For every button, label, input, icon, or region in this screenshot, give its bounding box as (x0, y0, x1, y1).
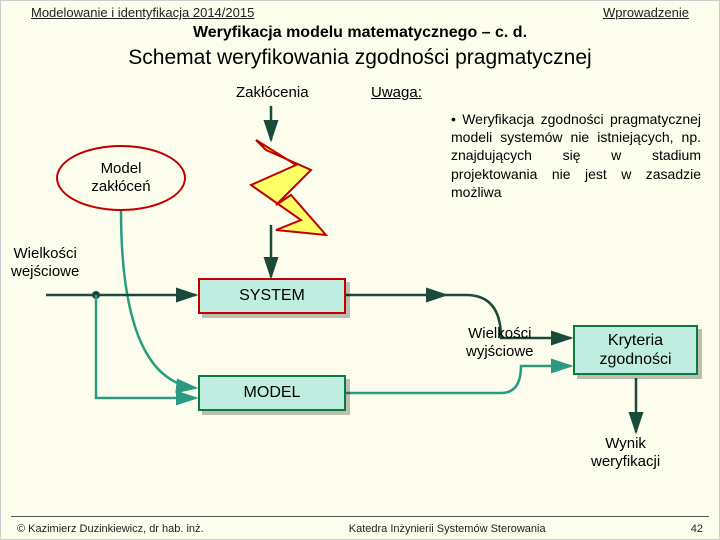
footer-left: © Kazimierz Duzinkiewicz, dr hab. inż. (17, 523, 204, 535)
box-model-text: MODEL (244, 383, 301, 402)
note-body: Weryfikacja zgodności pragmatycznej mode… (451, 111, 701, 200)
footer: © Kazimierz Duzinkiewicz, dr hab. inż. K… (1, 523, 719, 535)
box-criteria-text: Kryteria zgodności (599, 331, 671, 369)
box-model: MODEL (198, 375, 346, 411)
header-left: Modelowanie i identyfikacja 2014/2015 (31, 5, 254, 20)
main-title: Schemat weryfikowania zgodności pragmaty… (1, 46, 719, 70)
header: Modelowanie i identyfikacja 2014/2015 Wp… (1, 1, 719, 20)
footer-divider (11, 516, 709, 517)
label-inputs: Wielkości wejściowe (11, 245, 79, 281)
label-result: Wynik weryfikacji (591, 435, 660, 471)
box-system: SYSTEM (198, 278, 346, 314)
subtitle: Weryfikacja modelu matematycznego – c. d… (1, 24, 719, 42)
diagram-area: Zakłócenia Uwaga: Model zakłóceń Wielkoś… (1, 70, 720, 500)
box-system-text: SYSTEM (239, 286, 305, 305)
note-bullet: • (451, 111, 456, 127)
label-attention: Uwaga: (371, 84, 422, 102)
footer-center: Katedra Inżynierii Systemów Sterowania (349, 523, 546, 535)
box-criteria: Kryteria zgodności (573, 325, 698, 375)
note-text: • Weryfikacja zgodności pragmatycznej mo… (451, 110, 701, 201)
label-outputs: Wielkości wyjściowe (466, 325, 534, 361)
box-model-disturbances-text: Model zakłóceń (91, 160, 150, 196)
header-right: Wprowadzenie (603, 5, 689, 20)
box-model-disturbances: Model zakłóceń (56, 145, 186, 211)
label-disturbances: Zakłócenia (236, 84, 309, 102)
footer-right: 42 (691, 523, 703, 535)
